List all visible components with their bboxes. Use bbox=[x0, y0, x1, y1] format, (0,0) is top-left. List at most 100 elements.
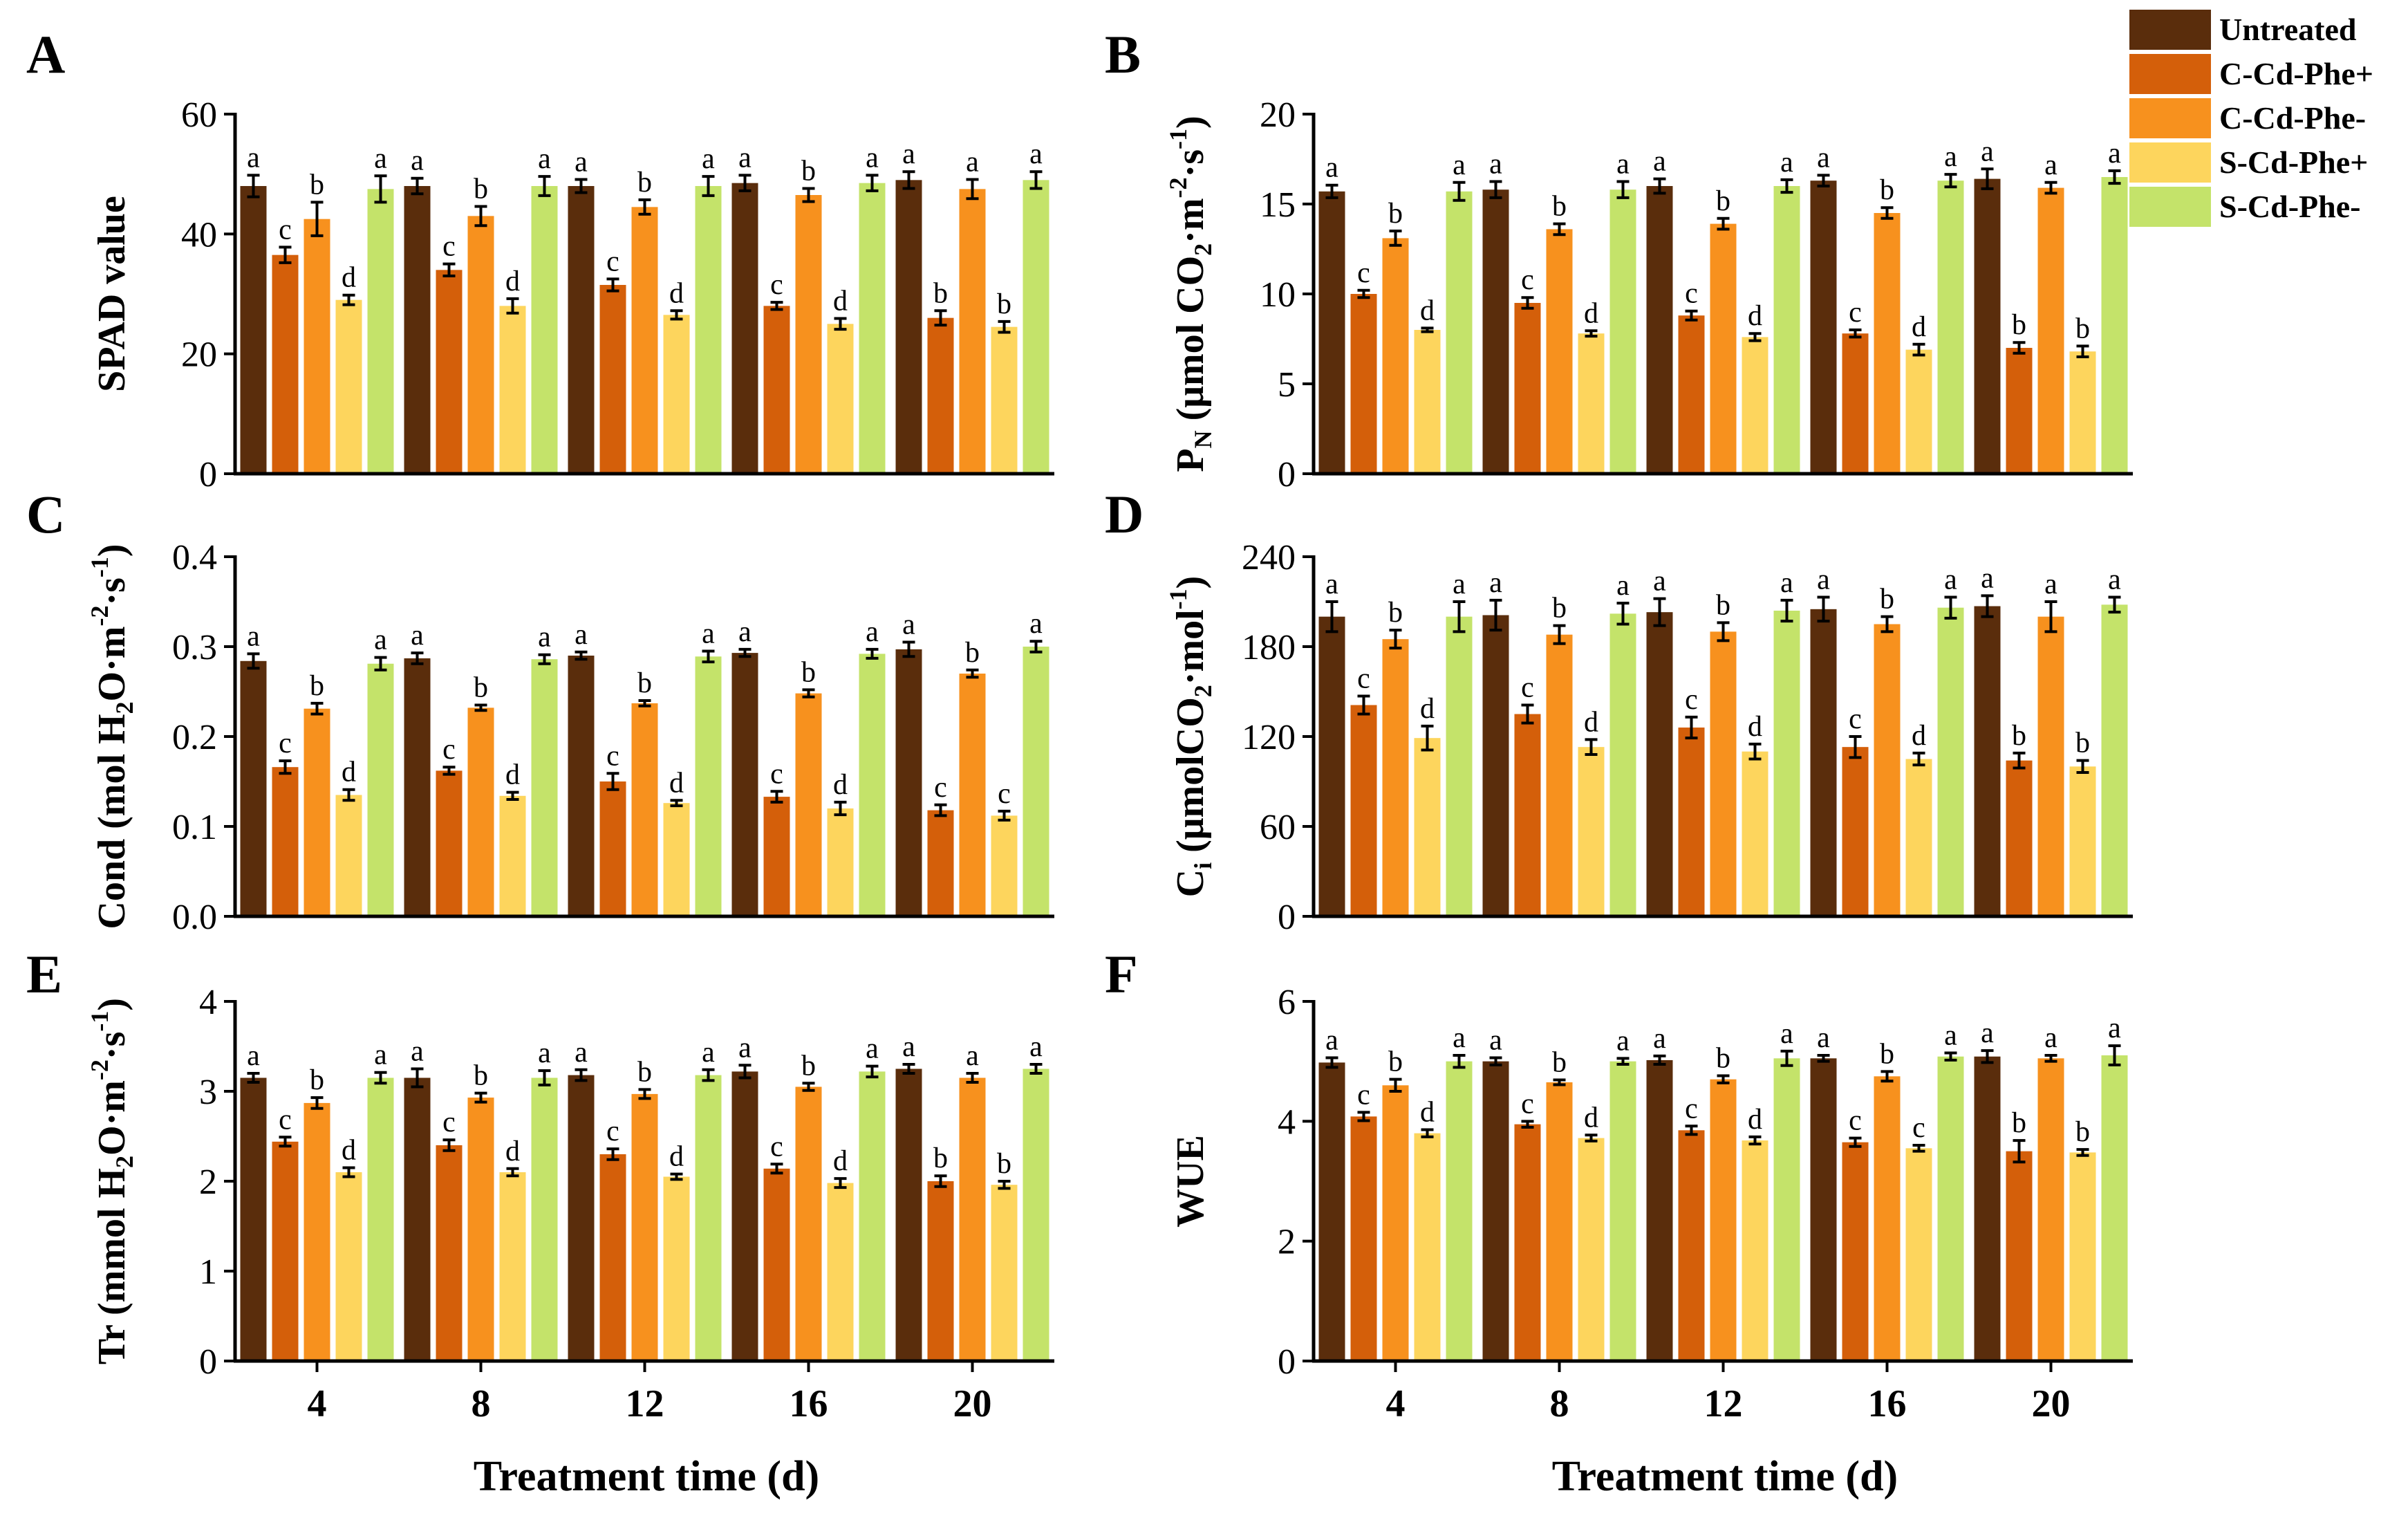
significance-letter: a bbox=[2108, 138, 2121, 169]
significance-letter: a bbox=[575, 146, 588, 178]
bar bbox=[1446, 1061, 1473, 1361]
bar bbox=[1810, 181, 1837, 474]
significance-letter: c bbox=[1849, 1105, 1862, 1137]
bar bbox=[2101, 177, 2128, 474]
significance-letter: b bbox=[637, 167, 652, 198]
bar bbox=[335, 1172, 362, 1361]
bar bbox=[959, 1077, 986, 1361]
bar bbox=[568, 186, 595, 474]
y-axis-title: Ci​ (μmolCO2​·mol-1​) bbox=[1164, 576, 1217, 898]
bar bbox=[1350, 294, 1377, 474]
bar bbox=[1742, 751, 1768, 916]
significance-letter: c bbox=[1849, 703, 1862, 735]
significance-letter: b bbox=[2012, 720, 2026, 752]
bar bbox=[1414, 330, 1441, 474]
bar bbox=[731, 183, 758, 474]
bar bbox=[1350, 705, 1377, 916]
y-axis-title: Cond (mol H2​O·m-2​·s-1​) bbox=[86, 544, 138, 929]
bar bbox=[2069, 766, 2096, 916]
x-tick-label: 20 bbox=[2032, 1382, 2071, 1425]
bar bbox=[959, 189, 986, 474]
bar bbox=[991, 326, 1018, 474]
significance-letter: c bbox=[1912, 1112, 1925, 1144]
significance-letter: a bbox=[1944, 564, 1957, 596]
bar bbox=[895, 180, 922, 474]
bar bbox=[1937, 607, 1964, 916]
significance-letter: c bbox=[1849, 297, 1862, 328]
legend-label: Untreated bbox=[2219, 12, 2357, 47]
significance-letter: b bbox=[1552, 1047, 1567, 1079]
bar bbox=[436, 270, 463, 474]
significance-letter: a bbox=[1029, 608, 1043, 640]
bar bbox=[499, 306, 526, 474]
significance-letter: d bbox=[1584, 297, 1598, 329]
significance-letter: b bbox=[801, 155, 816, 187]
bar bbox=[763, 306, 790, 474]
bar bbox=[859, 1071, 886, 1361]
bar bbox=[1023, 647, 1049, 916]
y-tick-label: 20 bbox=[181, 335, 217, 375]
significance-letter: d bbox=[1420, 1096, 1435, 1128]
significance-letter: a bbox=[575, 619, 588, 651]
significance-letter: a bbox=[247, 142, 260, 174]
significance-letter: a bbox=[1780, 567, 1793, 599]
panel-c: C Cond (mol H2​O·m-2​·s-1​) 0.0 0.1 0.2 0.3 0.… bbox=[26, 484, 1054, 937]
bar bbox=[731, 653, 758, 916]
significance-letter: a bbox=[1489, 1024, 1502, 1056]
significance-letter: a bbox=[1453, 568, 1466, 600]
bar bbox=[795, 195, 822, 474]
significance-letter: a bbox=[374, 624, 387, 656]
significance-letter: c bbox=[1521, 672, 1534, 704]
significance-letter: c bbox=[606, 1116, 619, 1147]
significance-letter: d bbox=[1584, 706, 1598, 738]
bar bbox=[272, 767, 299, 916]
significance-letter: d bbox=[1748, 711, 1762, 743]
bar bbox=[531, 659, 558, 916]
significance-letter: a bbox=[1817, 142, 1830, 174]
y-tick-label: 120 bbox=[1242, 718, 1296, 757]
legend-label: S-Cd-Phe- bbox=[2219, 189, 2360, 224]
y-tick-label: 2 bbox=[199, 1163, 217, 1202]
bar bbox=[367, 1077, 394, 1361]
significance-letter: a bbox=[1944, 141, 1957, 173]
significance-letter: a bbox=[738, 142, 752, 174]
significance-letter: a bbox=[1029, 1031, 1043, 1063]
significance-letter: a bbox=[1616, 570, 1630, 602]
y-tick-label: 6 bbox=[1278, 983, 1296, 1022]
y-tick-label: 2 bbox=[1278, 1223, 1296, 1262]
significance-letter: a bbox=[1817, 1022, 1830, 1054]
bar bbox=[1937, 181, 1964, 474]
significance-letter: b bbox=[1880, 174, 1894, 206]
bar bbox=[467, 216, 494, 474]
y-axis-title: SPAD value bbox=[91, 196, 133, 392]
bar bbox=[1382, 1085, 1409, 1361]
significance-letter: b bbox=[933, 1142, 948, 1174]
significance-letter: a bbox=[538, 143, 551, 175]
bar bbox=[763, 797, 790, 916]
y-axis-title: WUE bbox=[1169, 1135, 1212, 1228]
bar bbox=[1773, 1058, 1800, 1361]
panel-e: ETr (mmol H2​O·m-2​·s-1​)01234acbda4acbd… bbox=[26, 944, 1054, 1425]
significance-letter: c bbox=[998, 778, 1011, 810]
bar bbox=[240, 1077, 267, 1361]
significance-letter: a bbox=[902, 609, 915, 641]
bar bbox=[467, 707, 494, 916]
significance-letter: c bbox=[279, 1104, 292, 1136]
bar bbox=[927, 1181, 954, 1361]
significance-letter: a bbox=[1981, 562, 1994, 594]
significance-letter: d bbox=[669, 1141, 684, 1173]
bar bbox=[1810, 609, 1837, 916]
y-axis-title: PN​ (μmol CO2​·m-2​·s-1​) bbox=[1164, 115, 1217, 472]
significance-letter: a bbox=[738, 616, 752, 648]
x-tick-label: 12 bbox=[626, 1382, 664, 1425]
bar bbox=[859, 183, 886, 474]
significance-letter: c bbox=[770, 758, 783, 790]
significance-letter: b bbox=[310, 169, 324, 201]
bar bbox=[304, 708, 330, 916]
bar bbox=[1482, 1061, 1509, 1361]
legend-swatch bbox=[2129, 54, 2211, 94]
y-tick-label: 1 bbox=[199, 1252, 217, 1292]
bar bbox=[1974, 1056, 2001, 1361]
significance-letter: a bbox=[1780, 1018, 1793, 1050]
